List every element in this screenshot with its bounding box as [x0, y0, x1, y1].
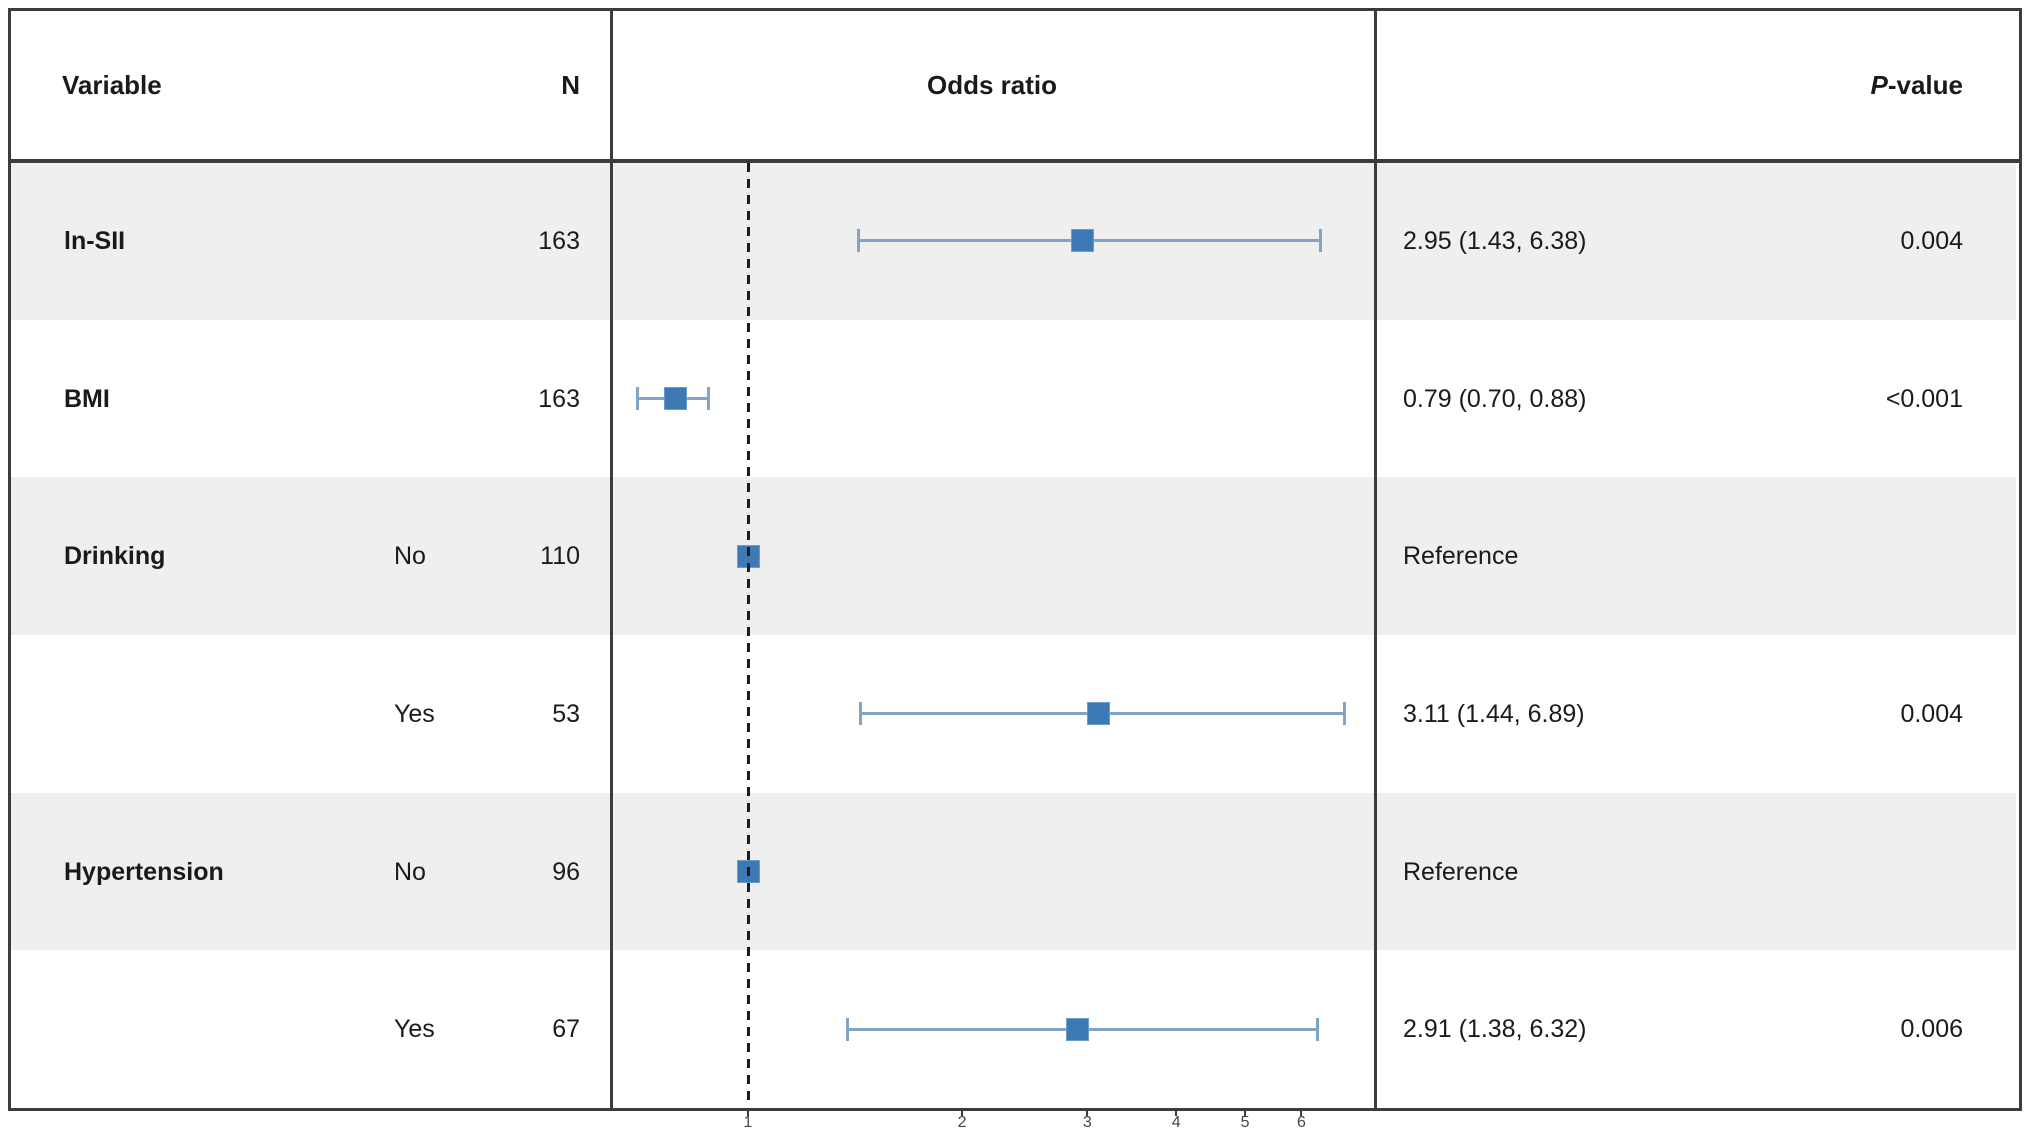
ci-cap-left	[859, 702, 863, 726]
variable-label: Drinking	[64, 542, 166, 571]
header-p-italic: P	[1870, 70, 1888, 100]
ci-cap-right	[707, 387, 711, 410]
or-marker	[1086, 702, 1110, 726]
header-p-rest: -value	[1887, 70, 1963, 100]
header-variable: Variable	[62, 70, 162, 100]
ci-cap-right	[1318, 229, 1322, 253]
axis-tick-label: 4	[1171, 1114, 1181, 1131]
or-marker	[1070, 229, 1094, 253]
n-value: 110	[540, 542, 580, 571]
or-ci-text: 0.79 (0.70, 0.88)	[1403, 384, 1587, 413]
axis-tick	[1244, 1108, 1247, 1116]
header-odds-ratio: Odds ratio	[926, 70, 1057, 100]
header-p-value: P-value	[1663, 67, 1964, 103]
axis-tick-label: 2	[957, 1114, 967, 1131]
or-ci-text: Reference	[1403, 542, 1519, 571]
or-ci-text: 3.11 (1.44, 6.89)	[1403, 699, 1585, 728]
p-value: 0.004	[1900, 226, 1963, 255]
reference-dashed-line	[746, 163, 750, 1105]
variable-label: Hypertension	[64, 857, 224, 886]
column-divider-left	[610, 8, 613, 1108]
or-marker	[1066, 1017, 1090, 1041]
axis-tick	[1175, 1108, 1178, 1116]
axis-tick	[961, 1108, 964, 1116]
row-band	[8, 477, 2016, 635]
axis-tick	[1086, 1108, 1089, 1116]
or-marker	[663, 387, 687, 410]
n-value: 163	[538, 226, 580, 255]
p-value: 0.006	[1900, 1015, 1963, 1044]
p-value: <0.001	[1885, 384, 1963, 413]
axis-tick-label: 6	[1296, 1114, 1306, 1131]
level-label: No	[394, 857, 426, 886]
level-label: Yes	[394, 1015, 435, 1044]
level-label: No	[394, 542, 426, 571]
header-separator-line	[8, 159, 2019, 163]
p-value: 0.004	[1900, 699, 1963, 728]
axis-tick	[1300, 1108, 1303, 1116]
variable-label: ln-SII	[64, 226, 126, 255]
axis-tick-label: 5	[1240, 1114, 1250, 1131]
n-value: 67	[552, 1015, 580, 1044]
n-value: 96	[552, 857, 580, 886]
level-label: Yes	[394, 699, 435, 728]
n-value: 163	[538, 384, 580, 413]
column-divider-right	[1374, 8, 1377, 1108]
ci-cap-left	[856, 229, 860, 253]
or-ci-text: 2.91 (1.38, 6.32)	[1403, 1015, 1587, 1044]
axis-tick-label: 1	[743, 1114, 753, 1131]
header-n: N	[561, 70, 580, 100]
or-ci-text: 2.95 (1.43, 6.38)	[1403, 226, 1587, 255]
ci-cap-right	[1315, 1017, 1319, 1041]
ci-cap-left	[845, 1017, 849, 1041]
axis-tick-label: 3	[1082, 1114, 1092, 1131]
variable-label: BMI	[64, 384, 110, 413]
or-ci-text: Reference	[1403, 857, 1519, 886]
ci-cap-right	[1342, 702, 1346, 726]
ci-cap-left	[636, 387, 640, 410]
n-value: 53	[552, 699, 580, 728]
row-band	[8, 792, 2016, 951]
axis-tick	[747, 1108, 749, 1116]
row-band	[8, 319, 2016, 478]
